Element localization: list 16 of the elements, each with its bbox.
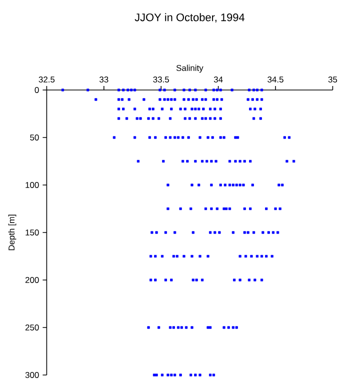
y-tick-label: 200 xyxy=(25,277,39,283)
y-tick-label: 300 xyxy=(25,372,39,378)
x-tick-label: 33 xyxy=(100,76,108,82)
y-tick-label: 100 xyxy=(26,182,39,188)
y-axis-title: Depth [m] xyxy=(8,214,16,250)
y-tick-label: 0 xyxy=(34,87,39,93)
y-tick-label: 250 xyxy=(25,324,39,330)
y-tick-label: 150 xyxy=(26,230,39,236)
x-tick-label: 34.5 xyxy=(268,76,284,82)
y-tick-label: 50 xyxy=(30,134,39,140)
chart-title: JJOY in October, 1994 xyxy=(134,13,244,23)
x-tick-label: 35 xyxy=(328,76,338,82)
x-tick-label: 33.5 xyxy=(153,76,169,82)
x-tick-label: 32.5 xyxy=(38,76,55,82)
x-axis-title: Salinity xyxy=(176,64,204,73)
x-tick-label: 34 xyxy=(214,76,223,82)
